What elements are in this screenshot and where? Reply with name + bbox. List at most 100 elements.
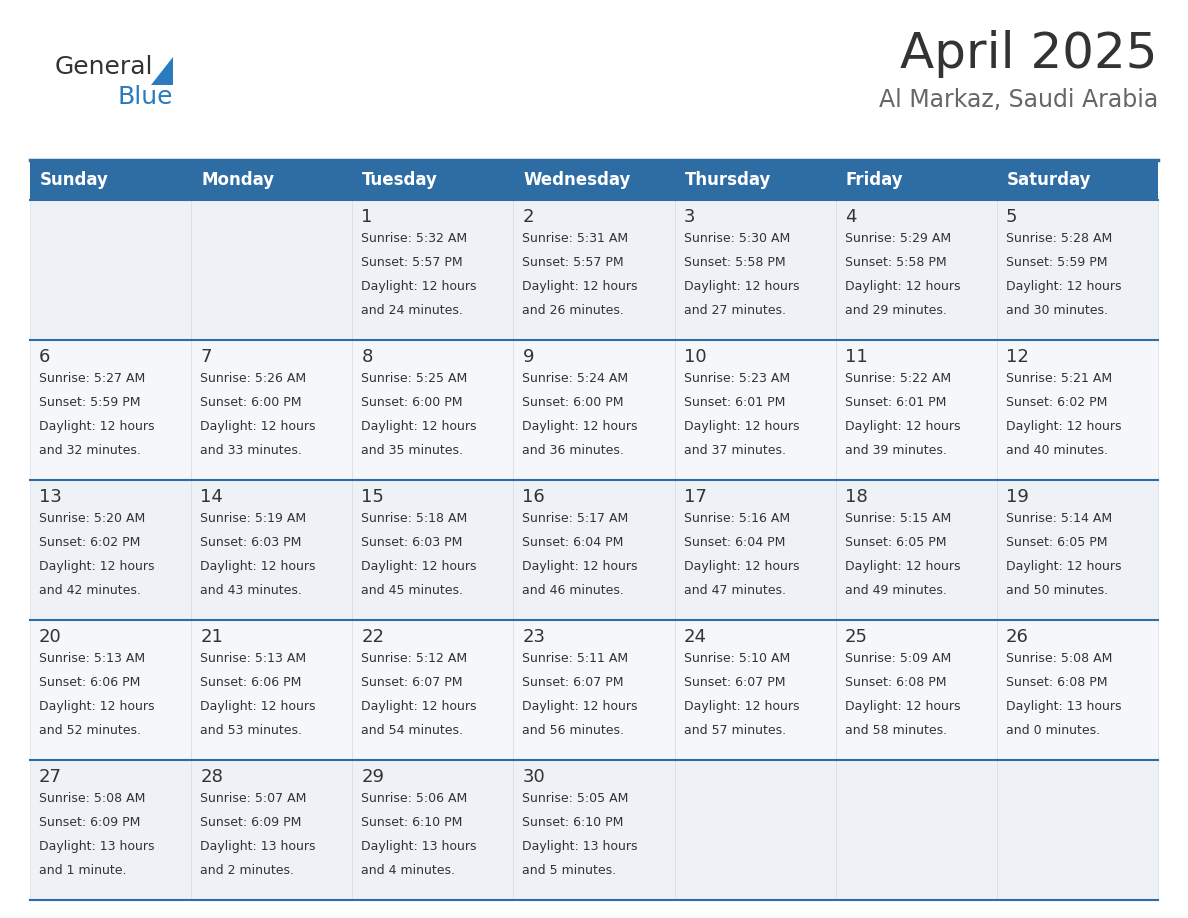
Text: Sunrise: 5:26 AM: Sunrise: 5:26 AM <box>200 372 307 385</box>
Text: and 52 minutes.: and 52 minutes. <box>39 724 141 737</box>
Text: Daylight: 12 hours: Daylight: 12 hours <box>1006 420 1121 433</box>
Text: 6: 6 <box>39 348 50 366</box>
Text: 19: 19 <box>1006 488 1029 506</box>
Text: Daylight: 12 hours: Daylight: 12 hours <box>845 420 960 433</box>
Text: Daylight: 12 hours: Daylight: 12 hours <box>361 420 476 433</box>
Bar <box>353 160 513 200</box>
Text: Daylight: 13 hours: Daylight: 13 hours <box>200 840 316 853</box>
Text: 8: 8 <box>361 348 373 366</box>
Text: Sunrise: 5:15 AM: Sunrise: 5:15 AM <box>845 512 950 525</box>
Text: and 50 minutes.: and 50 minutes. <box>1006 584 1108 597</box>
Bar <box>513 340 675 480</box>
Bar <box>997 340 1158 480</box>
Text: Sunrise: 5:31 AM: Sunrise: 5:31 AM <box>523 232 628 245</box>
Bar <box>675 200 835 340</box>
Text: 26: 26 <box>1006 628 1029 646</box>
Text: Sunset: 6:06 PM: Sunset: 6:06 PM <box>39 676 140 689</box>
Text: Sunset: 5:59 PM: Sunset: 5:59 PM <box>39 396 140 409</box>
Bar <box>997 200 1158 340</box>
Text: Sunrise: 5:13 AM: Sunrise: 5:13 AM <box>200 652 307 665</box>
Text: and 36 minutes.: and 36 minutes. <box>523 444 625 457</box>
Text: 4: 4 <box>845 208 857 226</box>
Text: April 2025: April 2025 <box>901 30 1158 78</box>
Text: Daylight: 13 hours: Daylight: 13 hours <box>361 840 476 853</box>
Bar <box>191 620 353 760</box>
Bar <box>191 480 353 620</box>
Text: 14: 14 <box>200 488 223 506</box>
Text: Daylight: 12 hours: Daylight: 12 hours <box>523 700 638 713</box>
Text: Daylight: 13 hours: Daylight: 13 hours <box>1006 700 1121 713</box>
Bar <box>191 340 353 480</box>
Bar <box>675 340 835 480</box>
Text: 21: 21 <box>200 628 223 646</box>
Text: 1: 1 <box>361 208 373 226</box>
Text: Sunset: 6:08 PM: Sunset: 6:08 PM <box>1006 676 1107 689</box>
Bar <box>513 160 675 200</box>
Text: 18: 18 <box>845 488 867 506</box>
Text: 2: 2 <box>523 208 533 226</box>
Text: Daylight: 12 hours: Daylight: 12 hours <box>845 280 960 293</box>
Text: Sunrise: 5:12 AM: Sunrise: 5:12 AM <box>361 652 467 665</box>
Text: Sunrise: 5:08 AM: Sunrise: 5:08 AM <box>1006 652 1112 665</box>
Text: Daylight: 12 hours: Daylight: 12 hours <box>845 700 960 713</box>
Text: 10: 10 <box>683 348 706 366</box>
Bar <box>191 160 353 200</box>
Text: 20: 20 <box>39 628 62 646</box>
Text: General: General <box>55 55 153 79</box>
Bar <box>675 160 835 200</box>
Text: and 40 minutes.: and 40 minutes. <box>1006 444 1108 457</box>
Text: Sunset: 6:10 PM: Sunset: 6:10 PM <box>361 816 462 829</box>
Text: and 45 minutes.: and 45 minutes. <box>361 584 463 597</box>
Text: and 56 minutes.: and 56 minutes. <box>523 724 625 737</box>
Text: Daylight: 12 hours: Daylight: 12 hours <box>361 280 476 293</box>
Text: Sunrise: 5:14 AM: Sunrise: 5:14 AM <box>1006 512 1112 525</box>
Bar <box>353 340 513 480</box>
Text: 22: 22 <box>361 628 384 646</box>
Text: and 46 minutes.: and 46 minutes. <box>523 584 625 597</box>
Text: Sunrise: 5:08 AM: Sunrise: 5:08 AM <box>39 792 145 805</box>
Text: Sunset: 5:57 PM: Sunset: 5:57 PM <box>361 256 463 269</box>
Text: Sunset: 6:07 PM: Sunset: 6:07 PM <box>683 676 785 689</box>
Text: Sunset: 5:58 PM: Sunset: 5:58 PM <box>845 256 947 269</box>
Text: Sunset: 6:07 PM: Sunset: 6:07 PM <box>523 676 624 689</box>
Text: and 27 minutes.: and 27 minutes. <box>683 304 785 317</box>
Text: and 5 minutes.: and 5 minutes. <box>523 864 617 877</box>
Text: and 2 minutes.: and 2 minutes. <box>200 864 295 877</box>
Text: Daylight: 12 hours: Daylight: 12 hours <box>361 700 476 713</box>
Bar <box>30 760 191 900</box>
Text: Sunset: 6:09 PM: Sunset: 6:09 PM <box>39 816 140 829</box>
Text: and 47 minutes.: and 47 minutes. <box>683 584 785 597</box>
Text: Sunrise: 5:07 AM: Sunrise: 5:07 AM <box>200 792 307 805</box>
Text: Daylight: 12 hours: Daylight: 12 hours <box>200 560 316 573</box>
Bar <box>191 200 353 340</box>
Text: 24: 24 <box>683 628 707 646</box>
Text: Sunrise: 5:23 AM: Sunrise: 5:23 AM <box>683 372 790 385</box>
Bar <box>675 760 835 900</box>
Text: 17: 17 <box>683 488 707 506</box>
Text: Sunrise: 5:24 AM: Sunrise: 5:24 AM <box>523 372 628 385</box>
Bar <box>997 620 1158 760</box>
Bar <box>997 760 1158 900</box>
Text: and 35 minutes.: and 35 minutes. <box>361 444 463 457</box>
Text: and 37 minutes.: and 37 minutes. <box>683 444 785 457</box>
Text: Sunset: 6:02 PM: Sunset: 6:02 PM <box>1006 396 1107 409</box>
Text: Sunset: 6:10 PM: Sunset: 6:10 PM <box>523 816 624 829</box>
Text: Sunrise: 5:19 AM: Sunrise: 5:19 AM <box>200 512 307 525</box>
Text: Sunrise: 5:28 AM: Sunrise: 5:28 AM <box>1006 232 1112 245</box>
Text: 13: 13 <box>39 488 62 506</box>
Text: and 57 minutes.: and 57 minutes. <box>683 724 785 737</box>
Bar <box>30 480 191 620</box>
Text: and 49 minutes.: and 49 minutes. <box>845 584 947 597</box>
Text: Wednesday: Wednesday <box>524 171 631 189</box>
Text: Daylight: 12 hours: Daylight: 12 hours <box>523 560 638 573</box>
Bar <box>675 620 835 760</box>
Text: Sunday: Sunday <box>40 171 109 189</box>
Bar <box>835 620 997 760</box>
Text: Daylight: 12 hours: Daylight: 12 hours <box>523 280 638 293</box>
Bar <box>353 200 513 340</box>
Text: 9: 9 <box>523 348 533 366</box>
Bar <box>997 160 1158 200</box>
Text: 25: 25 <box>845 628 867 646</box>
Text: Sunrise: 5:06 AM: Sunrise: 5:06 AM <box>361 792 468 805</box>
Text: and 58 minutes.: and 58 minutes. <box>845 724 947 737</box>
